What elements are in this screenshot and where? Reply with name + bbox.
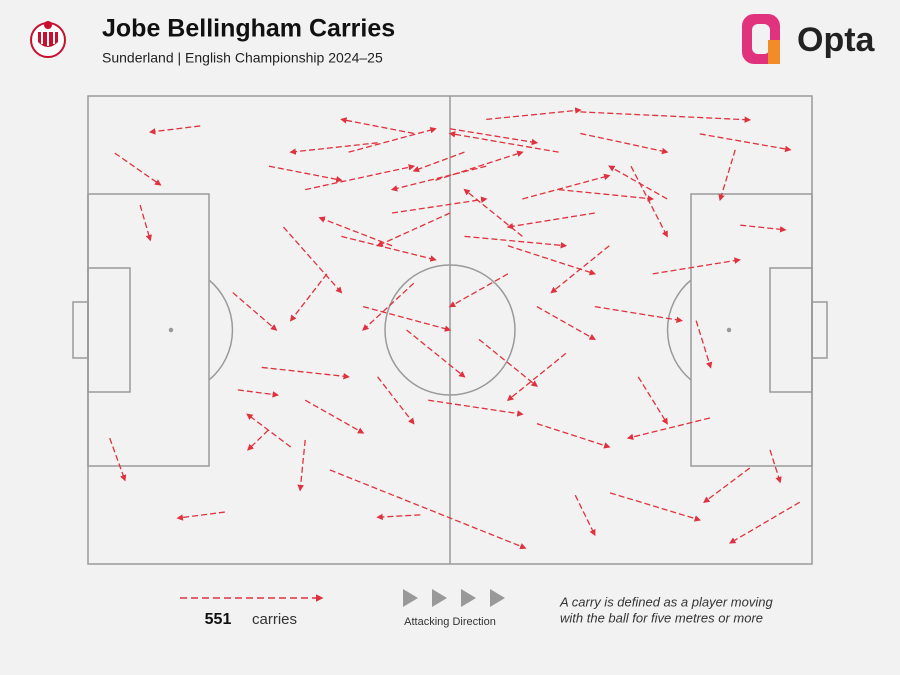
carry-arrow [435, 150, 524, 181]
carry-arrow [261, 366, 350, 380]
carry-arrow [536, 422, 611, 449]
carry-arrow [412, 151, 465, 173]
carry-arrow [449, 128, 539, 146]
club-crest [30, 21, 66, 58]
carry-count: 551 [205, 611, 232, 628]
carry-arrow [703, 467, 751, 504]
pitch [72, 95, 828, 565]
direction-arrows [403, 589, 505, 607]
carry-arrow [626, 417, 711, 441]
carry-arrow [608, 165, 668, 200]
carry-arrow [362, 305, 452, 332]
carry-arrow [699, 133, 792, 153]
carry-arrow [769, 449, 782, 484]
carry-arrow [507, 245, 597, 276]
carry-arrow [362, 282, 415, 331]
carry-arrow [506, 352, 567, 402]
carry-arrow [478, 338, 538, 387]
carry-arrow [376, 513, 421, 521]
brand: Opta [797, 21, 876, 59]
carries [109, 107, 801, 550]
carry-arrow [376, 212, 451, 247]
carry-arrow [580, 111, 752, 123]
carry-arrow [558, 188, 655, 202]
carry-arrow [109, 437, 127, 482]
carry-arrow [139, 204, 152, 242]
note: A carry is defined as a player moving [559, 594, 773, 609]
carry-arrow [729, 501, 801, 544]
carry-arrow [428, 399, 524, 417]
carry-arrow [406, 329, 466, 378]
carry-arrow [390, 165, 487, 192]
carry-arrow [448, 273, 509, 308]
carry-arrow [246, 413, 292, 448]
carry-arrow [304, 399, 365, 434]
note: with the ball for five metres or more [560, 610, 763, 625]
carry-arrow [247, 429, 269, 451]
carry-arrow [580, 132, 669, 155]
carry-arrow [695, 320, 713, 369]
carry-arrow [305, 164, 416, 191]
carry-arrow [377, 376, 415, 425]
carry-arrow [329, 469, 527, 550]
direction-label: Attacking Direction [404, 616, 496, 628]
carry-arrow [289, 142, 378, 155]
carry-arrow [341, 235, 437, 262]
carry-arrow [463, 188, 523, 237]
carry-arrow [594, 305, 683, 324]
carry-arrow [486, 107, 582, 121]
subtitle: Sunderland | English Championship 2024–2… [102, 50, 383, 66]
carry-count-label: carries [252, 611, 297, 628]
carry-arrow [232, 292, 278, 331]
carry-arrow [289, 273, 328, 322]
carry-arrow [464, 235, 568, 249]
carry-arrow [391, 196, 488, 214]
carry-arrow [282, 226, 343, 294]
carry-arrow [652, 257, 741, 275]
title: Jobe Bellingham Carries [102, 15, 395, 43]
carry-arrow [297, 439, 306, 492]
carry-arrow [237, 389, 279, 398]
opta-logo: Opta [742, 14, 876, 64]
carry-arrow [637, 376, 668, 425]
carry-arrow [268, 165, 343, 183]
carry-arrow [740, 224, 787, 233]
carry-arrow [506, 212, 595, 230]
carry-arrow [348, 126, 437, 153]
carry-arrow [536, 306, 596, 340]
carry-arrow [574, 494, 596, 537]
carry-arrow [148, 125, 201, 135]
carry-arrow [318, 216, 393, 247]
carry-arrow [114, 152, 162, 186]
carry-arrow [340, 117, 414, 135]
carry-arrow [448, 131, 559, 153]
carry-arrow [176, 511, 225, 521]
carry-arrow [522, 173, 611, 200]
carry-arrow [609, 492, 702, 522]
